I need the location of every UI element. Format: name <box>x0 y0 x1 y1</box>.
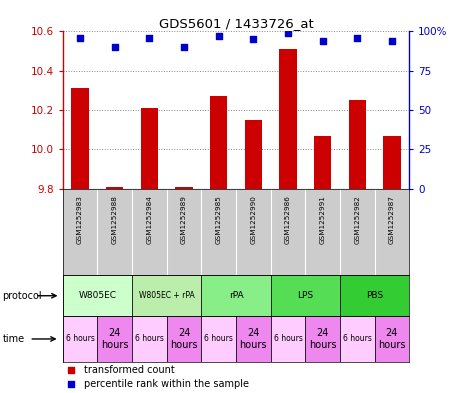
Bar <box>132 316 167 362</box>
Text: 24
hours: 24 hours <box>309 328 336 350</box>
Bar <box>72 88 89 189</box>
Bar <box>175 187 193 189</box>
Bar <box>271 275 340 316</box>
Bar <box>132 275 201 316</box>
Text: protocol: protocol <box>2 291 42 301</box>
Point <box>146 35 153 41</box>
Text: GSM1252989: GSM1252989 <box>181 196 187 244</box>
Bar <box>63 316 98 362</box>
Text: GSM1252986: GSM1252986 <box>285 196 291 244</box>
Bar <box>314 136 331 189</box>
Bar <box>349 100 366 189</box>
Bar <box>236 316 271 362</box>
Text: GSM1252984: GSM1252984 <box>146 196 153 244</box>
Point <box>319 38 326 44</box>
Text: GSM1252990: GSM1252990 <box>250 196 256 244</box>
Bar <box>106 187 123 189</box>
Bar <box>210 96 227 189</box>
Text: 24
hours: 24 hours <box>101 328 128 350</box>
Text: GSM1252988: GSM1252988 <box>112 196 118 244</box>
Bar <box>340 275 409 316</box>
Text: percentile rank within the sample: percentile rank within the sample <box>84 379 249 389</box>
Text: GSM1252985: GSM1252985 <box>216 196 222 244</box>
Text: 24
hours: 24 hours <box>378 328 405 350</box>
Text: 6 hours: 6 hours <box>343 334 372 343</box>
Point <box>180 44 188 50</box>
Text: 6 hours: 6 hours <box>273 334 302 343</box>
Text: 24
hours: 24 hours <box>239 328 267 350</box>
Bar <box>141 108 158 189</box>
Text: W805EC + rPA: W805EC + rPA <box>139 291 194 300</box>
Text: rPA: rPA <box>229 291 243 300</box>
Text: 24
hours: 24 hours <box>170 328 198 350</box>
Bar <box>63 275 132 316</box>
Point <box>284 30 292 36</box>
Bar <box>375 316 409 362</box>
Text: W805EC: W805EC <box>79 291 116 300</box>
Point <box>215 33 222 39</box>
Bar <box>98 316 132 362</box>
Bar <box>245 120 262 189</box>
Title: GDS5601 / 1433726_at: GDS5601 / 1433726_at <box>159 17 313 30</box>
Point <box>353 35 361 41</box>
Text: 6 hours: 6 hours <box>135 334 164 343</box>
Point <box>68 381 75 387</box>
Text: GSM1252982: GSM1252982 <box>354 196 360 244</box>
Bar <box>271 316 305 362</box>
Text: PBS: PBS <box>366 291 383 300</box>
Point <box>388 38 396 44</box>
Text: LPS: LPS <box>297 291 313 300</box>
Text: GSM1252987: GSM1252987 <box>389 196 395 244</box>
Text: time: time <box>2 334 25 344</box>
Bar <box>201 275 271 316</box>
Point <box>111 44 119 50</box>
Point <box>250 36 257 42</box>
Text: GSM1252983: GSM1252983 <box>77 196 83 244</box>
Text: transformed count: transformed count <box>84 365 174 375</box>
Bar <box>383 136 400 189</box>
Text: GSM1252991: GSM1252991 <box>319 196 326 244</box>
Text: 6 hours: 6 hours <box>66 334 94 343</box>
Bar <box>340 316 375 362</box>
Bar <box>201 316 236 362</box>
Bar <box>166 316 201 362</box>
Text: 6 hours: 6 hours <box>204 334 233 343</box>
Bar <box>279 49 297 189</box>
Bar <box>305 316 340 362</box>
Point <box>68 367 75 373</box>
Point <box>76 35 84 41</box>
